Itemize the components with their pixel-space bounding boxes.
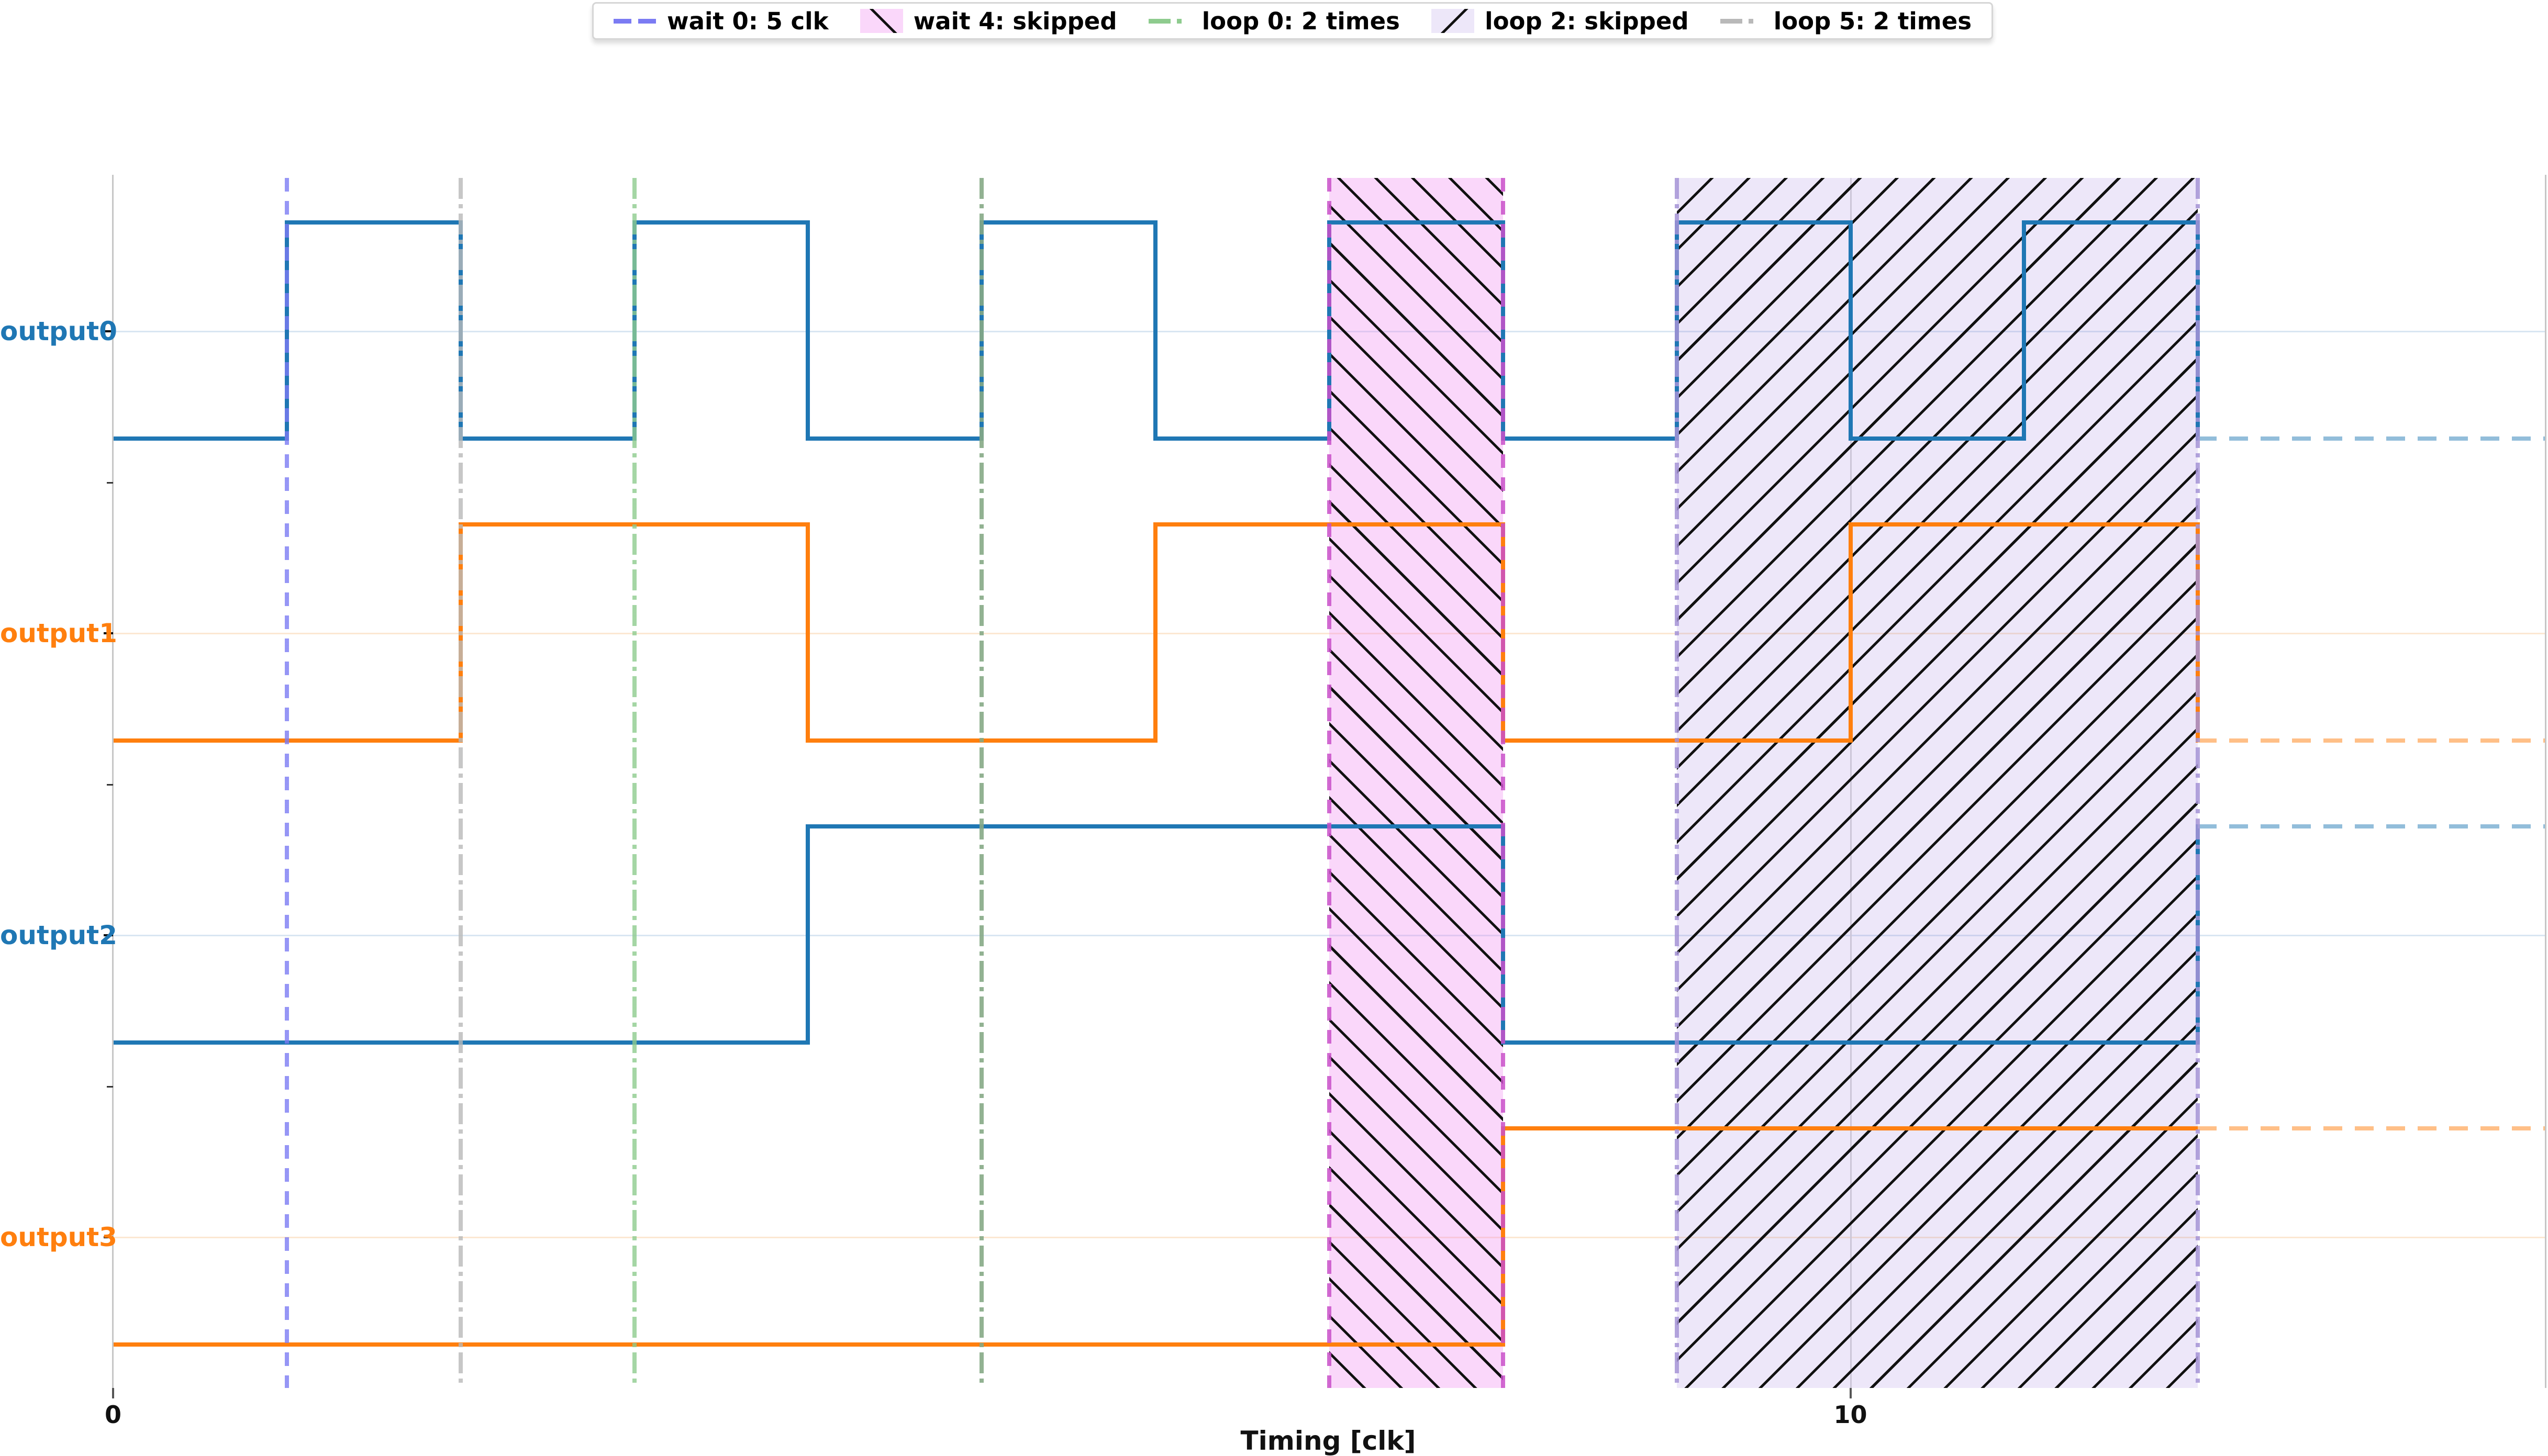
dashdot-line-swatch-icon [1720,18,1763,24]
signal-wave-segment [1850,436,2024,441]
signal-wave-segment [982,220,1156,225]
hatched-patch-swatch-icon [860,9,903,33]
right-spine [2545,175,2546,1388]
signal-wave-edge [806,220,810,441]
y-minor-tick [107,1086,113,1088]
legend-item: wait 4: skipped [860,9,1117,33]
legend-item: wait 0: 5 clk [614,9,829,33]
y-axis-signal-label: output3 [0,1222,117,1252]
event-vline [284,178,289,1388]
legend-label: loop 5: 2 times [1773,7,1972,35]
signal-wave-segment [2024,220,2198,225]
legend-item: loop 5: 2 times [1720,9,1972,33]
signal-idle-tail [2198,1126,2545,1130]
signal-idle-tail [2198,738,2545,743]
signal-wave-edge [1848,522,1853,743]
y-axis-signal-label: output2 [0,920,117,950]
skipped-region-edge [1500,178,1505,1388]
event-vline-overlap [980,178,984,1388]
legend-label: loop 0: 2 times [1201,7,1400,35]
dashdot-line-swatch-icon [1148,18,1192,24]
signal-wave-segment [460,436,635,441]
x-axis-label: Timing [clk] [1240,1426,1416,1456]
signal-wave-edge [1153,522,1158,743]
signal-wave-segment [1155,436,1329,441]
left-spine [112,175,114,1388]
skipped-region-edge [1674,178,1679,1388]
x-tick-label: 10 [1833,1401,1867,1429]
signal-wave-segment [1329,220,1503,225]
skipped-region [1676,178,2198,1388]
legend-item: loop 0: 2 times [1148,7,1400,35]
y-major-tick [104,1236,113,1238]
event-vline [458,178,463,1388]
hatched-patch-swatch-icon [1431,9,1475,33]
signal-wave-segment [1850,522,2198,527]
signal-wave-segment [286,220,461,225]
signal-wave-edge [2022,220,2027,441]
x-tick-label: 0 [104,1401,121,1429]
legend-label: wait 0: 5 clk [667,7,829,35]
signal-wave-segment [808,824,1503,828]
signal-wave-edge [806,824,810,1045]
signal-idle-tail [2198,824,2545,828]
skipped-region-edge [2196,178,2200,1388]
dashed-line-swatch-icon [614,18,657,24]
y-major-tick [104,632,113,634]
signal-wave-edge [806,522,810,743]
event-vline [632,178,637,1388]
legend: wait 0: 5 clk wait 4: skipped loop 0: 2 ti… [592,2,1993,40]
signal-wave-segment [808,436,982,441]
y-minor-tick [107,482,113,484]
signal-wave-edge [1153,220,1158,441]
legend-label: wait 4: skipped [913,7,1117,35]
signal-wave-segment [113,1342,1503,1347]
skipped-region-edge [1327,178,1331,1388]
signal-wave-segment [1503,1040,2198,1045]
y-axis-signal-label: output0 [0,316,117,346]
x-tick [112,1388,114,1398]
legend-label: loop 2: skipped [1485,7,1689,35]
legend-item: loop 2: skipped [1431,7,1689,35]
skipped-region [1329,178,1503,1388]
y-axis-signal-label: output1 [0,618,117,648]
signal-wave-edge [1848,220,1853,441]
y-major-tick [104,934,113,936]
signal-wave-segment [1676,220,1851,225]
signal-wave-segment [634,220,808,225]
y-major-tick [104,330,113,332]
signal-idle-tail [2198,436,2545,441]
signal-wave-segment [1503,1126,2198,1130]
signal-wave-segment [1503,436,1677,441]
signal-wave-segment [113,436,287,441]
y-minor-tick [107,784,113,786]
x-tick [1849,1388,1852,1398]
